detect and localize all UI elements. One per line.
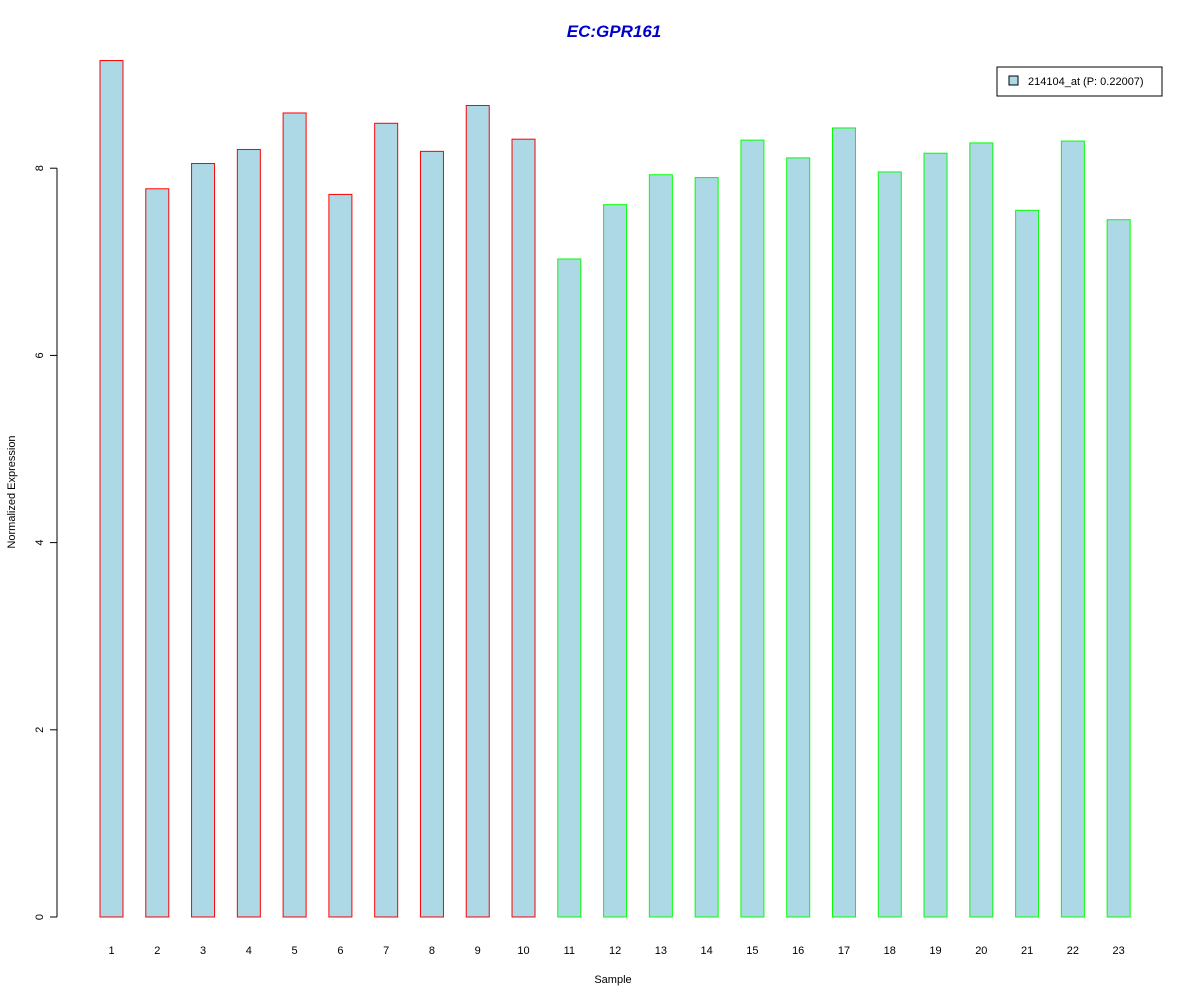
x-tick-label: 16 [792,945,804,957]
x-tick-label: 15 [746,945,758,957]
x-tick-label: 5 [292,945,298,957]
x-axis-label: Sample [594,974,631,986]
bar-sample-20 [969,142,994,918]
bar-sample-3 [191,163,216,918]
bar-sample-12 [603,204,628,918]
x-tick-label: 13 [655,945,667,957]
x-tick-label: 2 [154,945,160,957]
bar-sample-9 [465,104,490,918]
bar-sample-6 [328,193,353,918]
x-tick-label: 17 [838,945,850,957]
x-tick-label: 8 [429,945,435,957]
legend: 214104_at (P: 0.22007) [996,66,1163,97]
bar-sample-1 [99,60,124,918]
bar-sample-5 [282,112,307,918]
x-tick-label: 1 [108,945,114,957]
bar-sample-19 [923,152,948,918]
bar-sample-10 [511,138,536,918]
bar-sample-7 [374,122,399,918]
x-tick-label: 7 [383,945,389,957]
y-tick-label: 2 [34,727,46,733]
x-tick-label: 3 [200,945,206,957]
y-axis: 0 2 4 6 8 [34,165,58,920]
bar-sample-22 [1060,140,1085,918]
x-tick-label: 21 [1021,945,1033,957]
bar-sample-14 [694,177,719,918]
bar-sample-8 [419,150,444,918]
bar-sample-17 [831,127,856,918]
bar-sample-16 [786,157,811,918]
x-tick-label: 14 [701,945,713,957]
bar-sample-18 [877,171,902,918]
x-tick-label: 10 [517,945,529,957]
bar-sample-15 [740,139,765,918]
y-axis-label: Normalized Expression [6,435,18,548]
legend-swatch [1008,75,1019,86]
bar-sample-13 [648,174,673,918]
y-tick-label: 8 [34,165,46,171]
bar-sample-21 [1015,209,1040,918]
x-tick-label: 23 [1113,945,1125,957]
y-tick-label: 4 [34,540,46,546]
y-tick-label: 0 [34,914,46,920]
bar-sample-2 [145,188,170,918]
legend-box [996,66,1163,97]
x-tick-labels: 1 2 3 4 5 6 7 8 9 10 11 12 13 14 15 16 17 18 19 20 21 22 23 [108,945,1124,957]
chart-title: EC:GPR161 [567,22,661,41]
legend-label: 214104_at (P: 0.22007) [1028,76,1144,88]
bar-sample-11 [557,258,582,918]
y-tick-label: 6 [34,352,46,358]
x-tick-label: 12 [609,945,621,957]
x-tick-label: 19 [929,945,941,957]
bar-sample-23 [1106,219,1131,918]
x-tick-label: 9 [475,945,481,957]
x-tick-label: 4 [246,945,252,957]
x-tick-label: 20 [975,945,987,957]
x-tick-label: 22 [1067,945,1079,957]
bars [99,60,1131,918]
bar-sample-4 [236,148,261,918]
x-tick-label: 18 [884,945,896,957]
x-tick-label: 11 [564,945,575,957]
x-tick-label: 6 [337,945,343,957]
